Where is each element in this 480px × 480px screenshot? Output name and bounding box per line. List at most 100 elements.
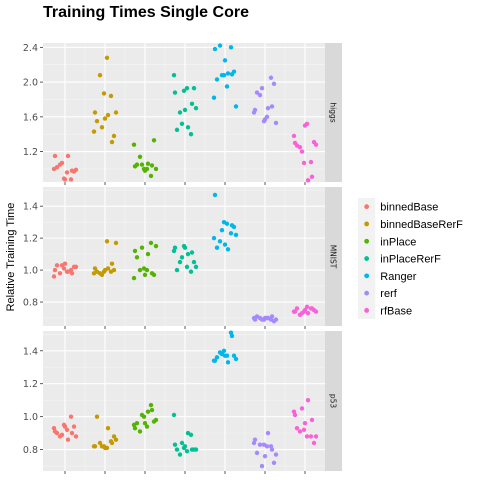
data-point (64, 170, 70, 175)
data-point (259, 463, 265, 469)
legend-label: inPlaceRerF (380, 254, 441, 266)
series-rfBase (291, 121, 319, 183)
data-point (179, 255, 185, 260)
data-point (97, 440, 103, 446)
data-point (73, 167, 79, 173)
data-point (172, 442, 178, 447)
data-point (148, 173, 154, 179)
data-point (273, 317, 279, 322)
data-point (228, 231, 234, 236)
data-point (54, 165, 60, 170)
data-point (229, 72, 235, 77)
series-binnedBaseRerF (91, 414, 119, 451)
legend-item-rerf: rerf (358, 284, 398, 302)
data-point (52, 429, 58, 434)
data-point (111, 133, 117, 139)
data-point (221, 348, 227, 353)
legend-item-Ranger: Ranger (358, 267, 417, 285)
data-point (301, 427, 307, 433)
data-point (149, 271, 155, 276)
data-point (211, 235, 217, 241)
data-point (182, 444, 188, 449)
data-point (264, 315, 270, 321)
series-binnedBase (51, 414, 79, 442)
series-binnedBaseRerF (91, 239, 119, 278)
data-point (142, 272, 148, 278)
data-point (212, 192, 218, 198)
data-point (177, 259, 183, 265)
data-point (181, 88, 187, 93)
legend-label: rfBase (380, 305, 412, 317)
data-point (73, 434, 79, 439)
data-point (191, 85, 197, 91)
data-point (189, 101, 195, 107)
data-point (182, 107, 188, 113)
legend-marker (364, 256, 370, 261)
facet-strip (325, 43, 342, 182)
data-point (309, 174, 315, 179)
data-point (184, 449, 190, 454)
data-point (104, 55, 110, 60)
series-inPlace (131, 402, 159, 434)
data-point (151, 138, 157, 143)
data-point (132, 164, 138, 169)
data-point (92, 266, 98, 271)
data-point (144, 424, 150, 429)
data-point (105, 425, 111, 431)
data-point (271, 81, 277, 87)
facet-strip (325, 187, 342, 326)
y-tick-label: 1.2 (23, 234, 38, 245)
data-point (148, 402, 154, 408)
data-point (273, 452, 279, 457)
panel-MNIST: 0.8 1.0 1.2 1.4 MNIST (23, 187, 342, 329)
facet-strip-label: higgs (329, 102, 338, 122)
data-point (179, 121, 185, 126)
data-point (252, 107, 258, 113)
y-tick-label: 1.0 (23, 266, 38, 277)
data-point (111, 267, 117, 273)
series-inPlace (131, 240, 159, 281)
data-point (174, 447, 180, 452)
data-point (105, 112, 111, 118)
data-point (304, 434, 310, 439)
data-point (59, 160, 65, 166)
data-point (144, 166, 150, 172)
data-point (311, 440, 317, 446)
data-point (211, 95, 217, 100)
panel-p53: 0.8 1.0 1.2 1.4 p53 (23, 330, 342, 474)
y-tick-label: 1.4 (23, 346, 38, 357)
data-point (145, 161, 151, 166)
series-inPlaceRerF (171, 243, 199, 274)
data-point (254, 314, 260, 319)
data-point (109, 261, 115, 266)
data-point (265, 105, 271, 111)
data-point (61, 266, 67, 271)
data-point (108, 93, 114, 99)
data-point (145, 409, 151, 414)
data-point (254, 450, 260, 456)
y-tick-label: 0.8 (23, 445, 38, 456)
data-point (54, 263, 60, 268)
data-point (233, 232, 239, 238)
data-point (65, 437, 71, 442)
data-point (153, 417, 159, 423)
data-point (68, 414, 74, 419)
data-point (252, 437, 258, 442)
data-point (62, 177, 68, 182)
data-point (308, 159, 314, 165)
series-inPlace (131, 138, 159, 179)
data-point (139, 412, 145, 418)
data-point (62, 424, 68, 429)
data-point (305, 178, 311, 183)
data-point (174, 267, 180, 273)
facet-strip-label: p53 (329, 394, 338, 409)
data-point (309, 306, 315, 311)
data-point (134, 421, 140, 426)
data-point (233, 104, 239, 109)
data-point (291, 133, 297, 139)
y-tick-label: 1.2 (23, 379, 38, 390)
data-point (259, 85, 265, 91)
data-point (265, 430, 271, 436)
data-point (64, 269, 70, 274)
data-point (102, 267, 108, 273)
